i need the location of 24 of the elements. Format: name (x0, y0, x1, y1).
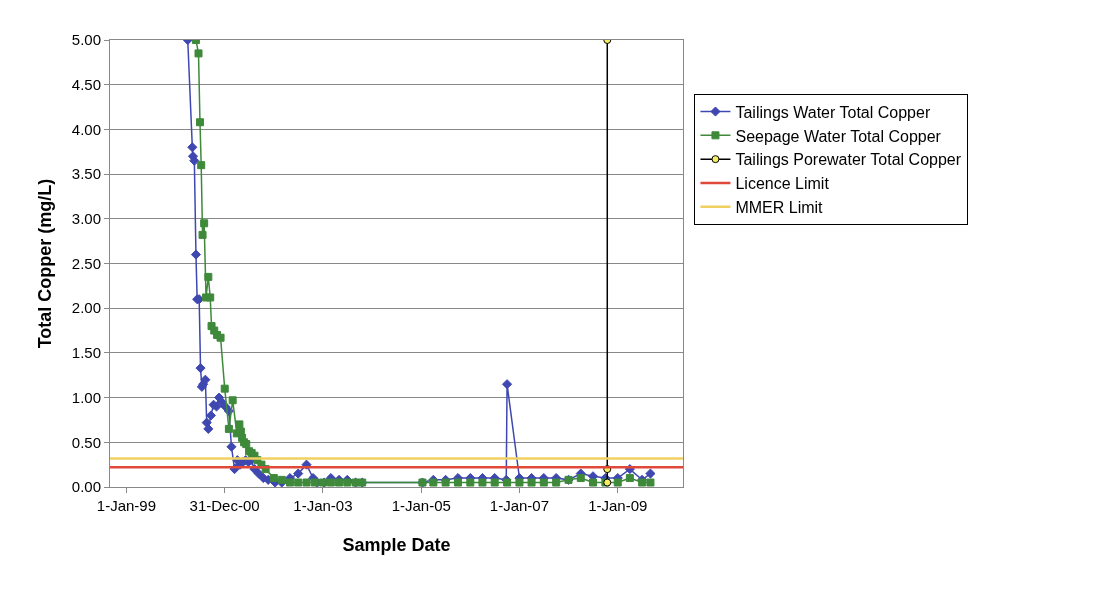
y-tick-label: 0.00 (71, 478, 101, 496)
legend-label: Seepage Water Total Copper (735, 127, 942, 145)
legend-label: Tailings Water Total Copper (735, 103, 931, 121)
x-axis-title: Sample Date (342, 535, 451, 556)
x-tick-label: 1-Jan-09 (588, 497, 648, 514)
y-tick-label: 4.00 (71, 120, 101, 138)
x-tick-label: 1-Jan-03 (293, 497, 353, 514)
legend-label: MMER Limit (735, 198, 824, 216)
y-tick-label: 2.00 (71, 299, 101, 317)
y-tick-label: 3.00 (71, 210, 101, 228)
x-tick-label: 31-Dec-00 (189, 497, 260, 514)
y-axis-title: Total Copper (mg/L) (35, 178, 55, 349)
y-tick-label: 3.50 (71, 165, 101, 183)
legend-label: Licence Limit (735, 175, 830, 193)
x-tick-label: 1-Jan-07 (489, 497, 550, 514)
y-tick-label: 1.50 (71, 344, 101, 362)
x-tick-label: 1-Jan-99 (96, 497, 157, 514)
x-tick-label: 1-Jan-05 (391, 497, 451, 514)
legend-label: Tailings Porewater Total Copper (735, 151, 962, 169)
y-tick-label: 4.50 (71, 75, 101, 93)
y-tick-label: 0.50 (71, 433, 101, 451)
y-tick-label: 5.00 (71, 31, 101, 49)
y-tick-label: 2.50 (71, 254, 101, 272)
y-tick-label: 1.00 (71, 388, 101, 406)
